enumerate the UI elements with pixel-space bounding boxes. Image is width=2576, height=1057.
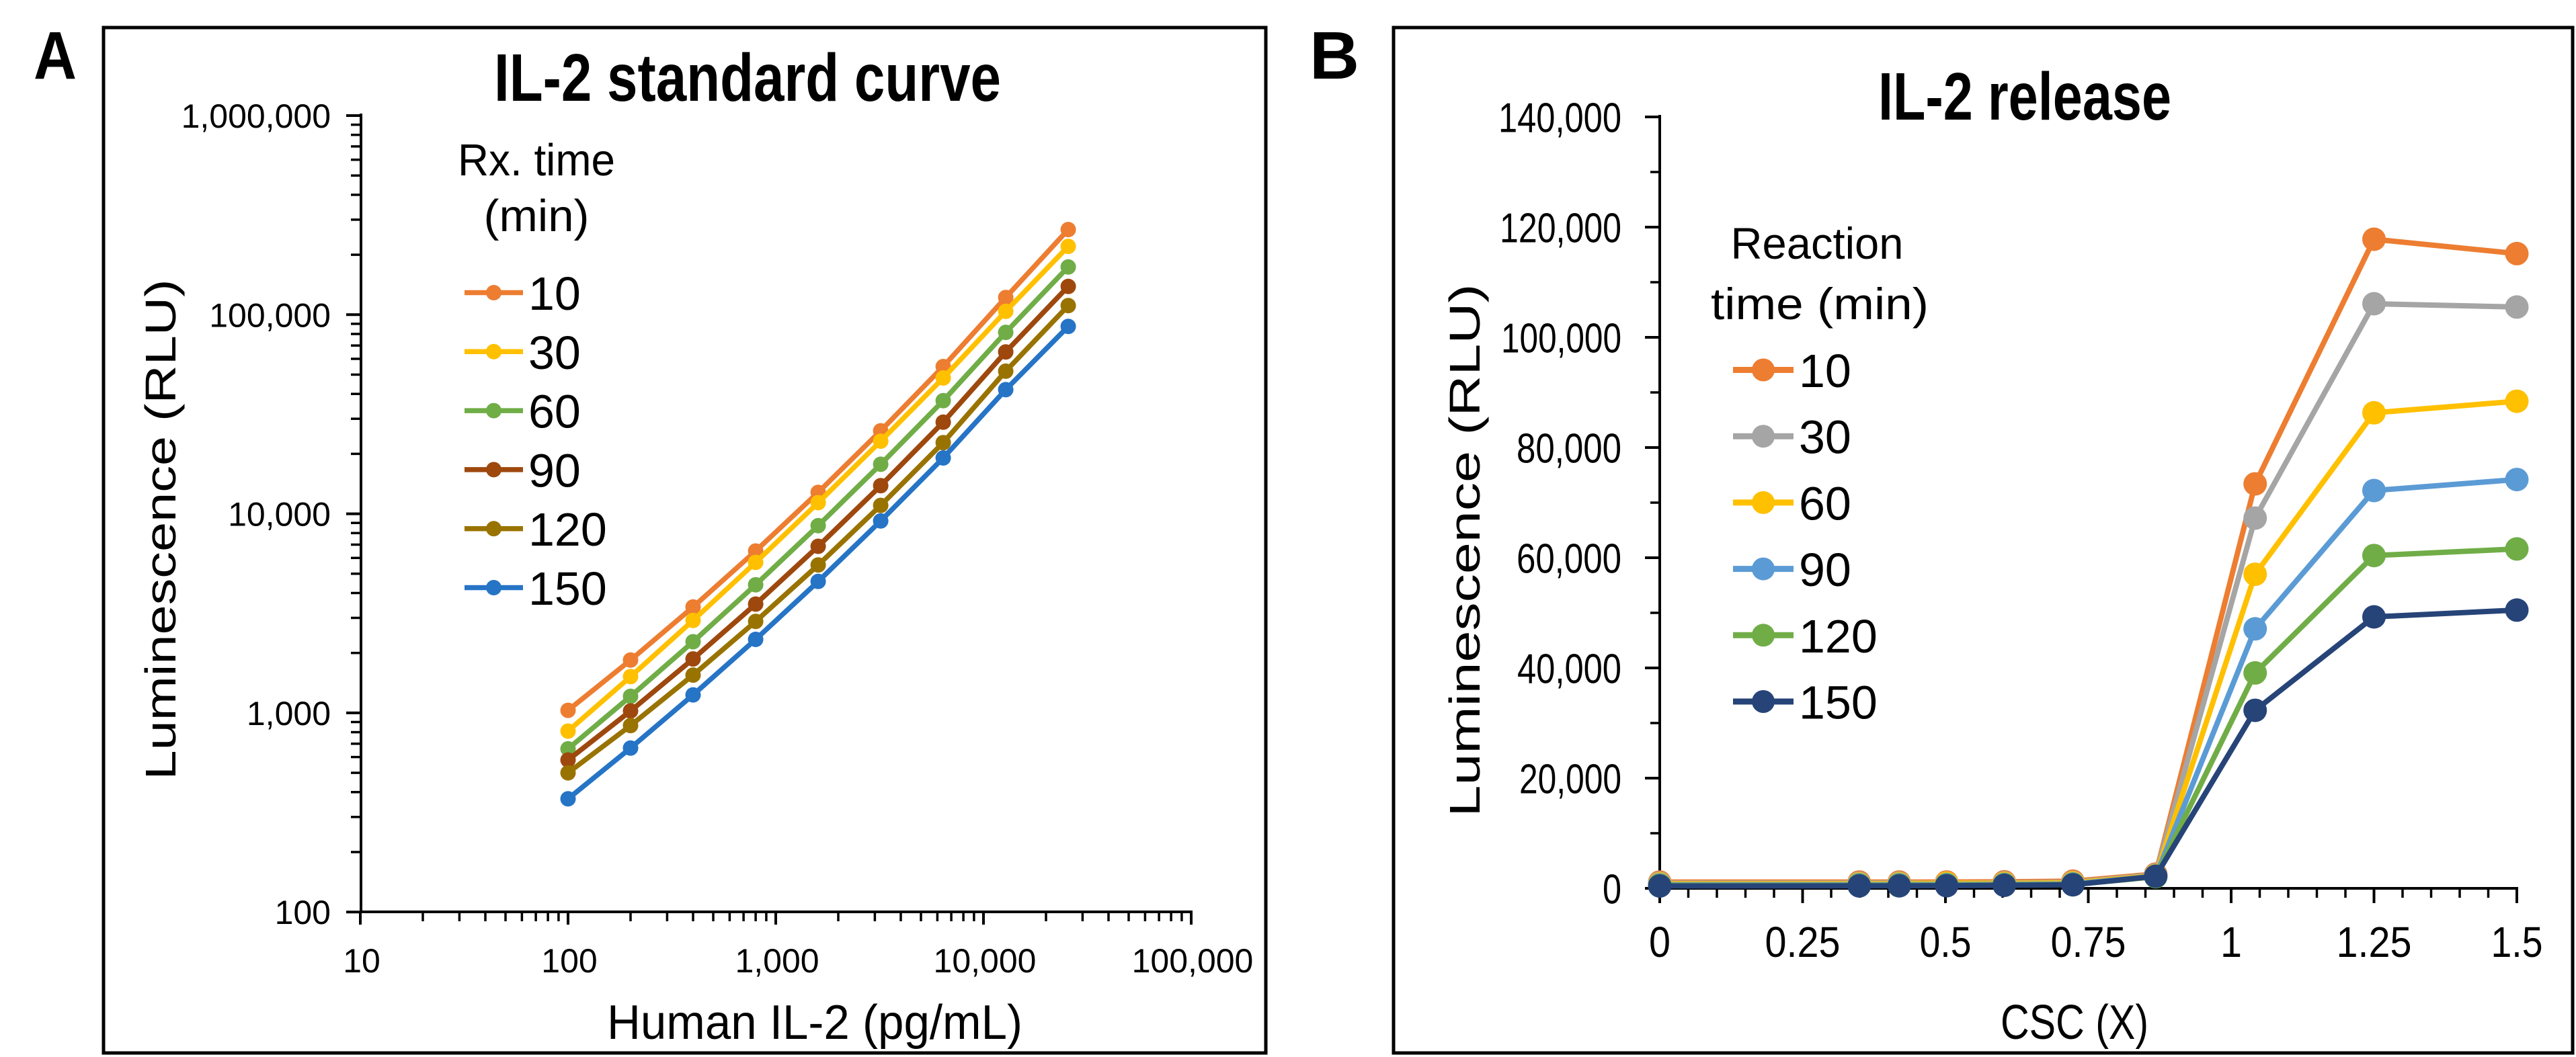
svg-text:0.75: 0.75 [2051, 918, 2126, 966]
svg-text:Luminescence (RLU): Luminescence (RLU) [136, 280, 185, 780]
svg-text:60,000: 60,000 [1517, 536, 1621, 583]
svg-text:1,000: 1,000 [247, 695, 331, 732]
svg-text:10,000: 10,000 [228, 496, 331, 534]
svg-text:100,000: 100,000 [1132, 942, 1254, 980]
svg-text:1.5: 1.5 [2491, 918, 2543, 966]
svg-text:150: 150 [528, 562, 607, 615]
svg-text:CSC (X): CSC (X) [2001, 996, 2148, 1050]
svg-text:B: B [1310, 18, 1359, 93]
svg-text:Reaction: Reaction [1731, 218, 1904, 268]
svg-text:0: 0 [1649, 918, 1671, 966]
svg-text:140,000: 140,000 [1498, 95, 1621, 142]
svg-text:100: 100 [541, 942, 597, 980]
svg-text:80,000: 80,000 [1517, 426, 1621, 472]
svg-text:90: 90 [1799, 544, 1851, 596]
svg-text:60: 60 [528, 386, 581, 438]
svg-text:120,000: 120,000 [1500, 206, 1621, 252]
svg-text:100,000: 100,000 [209, 296, 331, 334]
svg-text:90: 90 [528, 444, 581, 497]
svg-text:1,000: 1,000 [735, 942, 819, 980]
svg-text:IL-2 release: IL-2 release [1878, 59, 2171, 134]
svg-text:Rx. time: Rx. time [458, 135, 615, 185]
svg-text:1,000,000: 1,000,000 [182, 97, 331, 135]
svg-text:30: 30 [528, 327, 581, 379]
svg-text:time (min): time (min) [1711, 279, 1929, 329]
svg-text:1.25: 1.25 [2337, 918, 2412, 966]
svg-text:Luminescence (RLU): Luminescence (RLU) [1441, 284, 1489, 817]
svg-text:Human IL-2 (pg/mL): Human IL-2 (pg/mL) [607, 996, 1022, 1050]
svg-text:40,000: 40,000 [1517, 646, 1621, 693]
svg-text:A: A [34, 18, 77, 93]
svg-text:0.25: 0.25 [1765, 918, 1841, 966]
svg-text:60: 60 [1799, 477, 1851, 530]
svg-text:10: 10 [528, 267, 581, 320]
svg-text:IL-2 standard curve: IL-2 standard curve [494, 40, 1001, 116]
svg-text:10: 10 [343, 942, 380, 980]
svg-text:(min): (min) [484, 191, 590, 241]
svg-text:10: 10 [1799, 345, 1851, 397]
svg-text:0: 0 [1603, 867, 1621, 913]
svg-text:0.5: 0.5 [1920, 918, 1972, 966]
svg-text:30: 30 [1799, 411, 1851, 464]
svg-text:20,000: 20,000 [1519, 757, 1621, 803]
svg-text:10,000: 10,000 [934, 942, 1037, 980]
svg-text:100: 100 [275, 894, 331, 931]
svg-text:150: 150 [1799, 677, 1878, 729]
svg-text:1: 1 [2220, 918, 2242, 966]
svg-text:120: 120 [528, 503, 607, 556]
svg-text:120: 120 [1799, 610, 1878, 663]
svg-text:100,000: 100,000 [1501, 316, 1621, 362]
